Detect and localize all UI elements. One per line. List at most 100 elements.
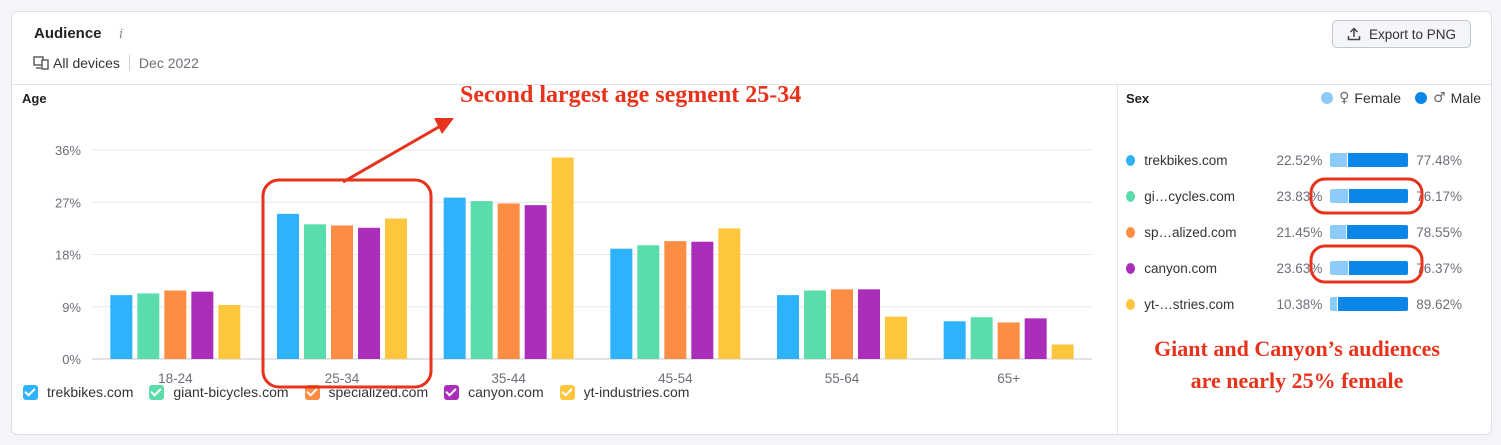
sex-row: trekbikes.com 22.52% 77.48% [1126, 150, 1462, 170]
series-dot-icon [1126, 190, 1136, 202]
y-tick-label: 27% [55, 195, 81, 210]
sex-split-bar [1330, 225, 1409, 239]
site-name: trekbikes.com [1144, 152, 1228, 168]
sex-split-bar [1330, 189, 1409, 203]
bar-65+-canyon.com [1024, 318, 1047, 359]
date-filter[interactable]: Dec 2022 [138, 55, 199, 71]
checkbox-icon[interactable] [559, 384, 575, 400]
male-percent: 89.62% [1416, 296, 1462, 312]
female-dot-icon [1321, 92, 1334, 104]
legend-item[interactable]: specialized.com [304, 384, 429, 400]
bar-55-64-giant-bicycles.com [804, 290, 826, 359]
sex-row: canyon.com 23.63% 76.37% [1126, 258, 1462, 278]
age-panel-title: Age [22, 91, 47, 106]
legend-item[interactable]: giant-bicycles.com [149, 384, 289, 400]
female-legend-label: Female [1354, 90, 1402, 106]
info-icon[interactable]: ⅰ [119, 27, 124, 42]
filter-row: All devices Dec 2022 [33, 55, 199, 71]
y-tick-label: 18% [55, 248, 81, 263]
male-percent: 76.37% [1416, 260, 1462, 276]
bar-55-64-canyon.com [858, 289, 880, 359]
legend-label: specialized.com [328, 384, 429, 400]
bar-55-64-trekbikes.com [777, 295, 799, 359]
bar-45-54-trekbikes.com [610, 248, 633, 359]
male-segment [1348, 189, 1409, 203]
bar-55-64-yt-industries.com [885, 316, 907, 359]
bar-25-34-trekbikes.com [277, 213, 299, 359]
header-divider [12, 84, 1491, 85]
bar-25-34-specialized.com [331, 225, 353, 359]
female-symbol-icon: ♀ [1339, 90, 1350, 106]
divider [128, 55, 130, 71]
male-percent: 78.55% [1416, 224, 1462, 240]
bar-35-44-trekbikes.com [443, 197, 466, 359]
male-segment [1348, 261, 1409, 275]
card-title: Audience [34, 25, 102, 42]
age-chart-legend: trekbikes.com giant-bicycles.com specializ… [23, 384, 705, 400]
sex-row: gi…cycles.com 23.83% 76.17% [1126, 186, 1462, 206]
legend-item[interactable]: yt-industries.com [559, 384, 690, 400]
female-segment [1330, 189, 1349, 203]
series-dot-icon [1126, 154, 1136, 166]
bar-25-34-giant-bicycles.com [304, 224, 326, 359]
female-segment [1330, 153, 1348, 167]
checkbox-icon[interactable] [304, 384, 320, 400]
export-png-button[interactable]: Export to PNG [1332, 20, 1471, 48]
bar-35-44-yt-industries.com [551, 157, 574, 359]
male-legend-label: Male [1450, 90, 1481, 106]
sex-legend: ♀ Female ♂ Male [1321, 90, 1481, 106]
bar-65+-specialized.com [997, 322, 1020, 359]
sex-split-bar [1330, 297, 1409, 311]
male-segment [1347, 225, 1409, 239]
checkbox-icon[interactable] [149, 384, 165, 400]
female-percent: 21.45% [1276, 224, 1323, 240]
x-tick-label: 45-54 [658, 371, 693, 386]
male-dot-icon [1415, 92, 1428, 104]
series-dot-icon [1126, 298, 1136, 310]
devices-filter[interactable]: All devices [53, 55, 120, 71]
panel-divider [1117, 85, 1118, 434]
bar-18-24-yt-industries.com [218, 305, 241, 359]
sex-annotation-line1: Giant and Canyon’s audiences [1154, 336, 1440, 361]
legend-item[interactable]: canyon.com [444, 384, 544, 400]
bar-18-24-canyon.com [191, 291, 214, 359]
site-name: sp…alized.com [1144, 224, 1237, 240]
bar-35-44-giant-bicycles.com [470, 201, 493, 359]
female-segment [1330, 297, 1339, 311]
sex-split-bar [1330, 261, 1409, 275]
x-tick-label: 65+ [997, 371, 1020, 386]
legend-label: trekbikes.com [47, 384, 134, 400]
upload-icon [1347, 27, 1361, 41]
bar-25-34-yt-industries.com [385, 218, 407, 359]
bar-18-24-giant-bicycles.com [137, 293, 160, 359]
sex-split-bar [1330, 153, 1409, 167]
site-name: canyon.com [1144, 260, 1218, 276]
male-segment [1338, 297, 1409, 311]
sex-row: yt-…stries.com 10.38% 89.62% [1126, 294, 1462, 314]
checkbox-icon[interactable] [23, 384, 38, 400]
legend-label: giant-bicycles.com [173, 384, 289, 400]
male-symbol-icon: ♂ [1433, 90, 1446, 106]
legend-label: yt-industries.com [583, 384, 690, 400]
checkbox-icon[interactable] [444, 384, 460, 400]
export-label: Export to PNG [1368, 26, 1457, 42]
legend-item[interactable]: trekbikes.com [23, 384, 133, 400]
female-segment [1330, 261, 1349, 275]
bar-65+-giant-bicycles.com [970, 317, 993, 359]
bar-45-54-giant-bicycles.com [637, 245, 660, 359]
male-percent: 76.17% [1416, 188, 1462, 204]
sex-row: sp…alized.com 21.45% 78.55% [1126, 222, 1462, 242]
sex-panel-title: Sex [1126, 91, 1150, 106]
female-percent: 23.83% [1276, 188, 1323, 204]
bar-65+-yt-industries.com [1051, 344, 1074, 359]
male-segment [1347, 153, 1409, 167]
y-tick-label: 36% [55, 143, 81, 158]
y-tick-label: 9% [62, 300, 81, 315]
female-percent: 23.63% [1276, 260, 1323, 276]
x-tick-label: 18-24 [158, 371, 193, 386]
female-segment [1330, 225, 1348, 239]
series-dot-icon [1126, 262, 1136, 274]
bar-55-64-specialized.com [831, 289, 853, 359]
bar-18-24-specialized.com [164, 290, 187, 359]
bar-25-34-canyon.com [358, 227, 380, 359]
